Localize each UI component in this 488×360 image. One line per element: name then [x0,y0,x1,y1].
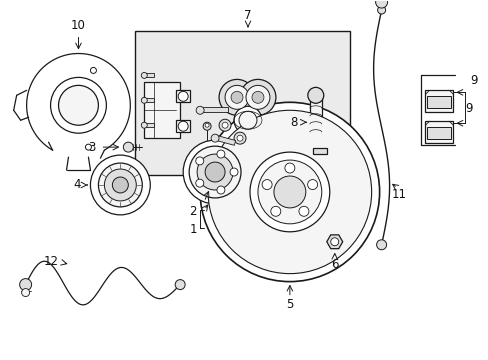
Text: 3: 3 [88,141,95,154]
Circle shape [112,177,128,193]
Bar [200,107,227,112]
Circle shape [376,240,386,250]
Text: 9: 9 [465,102,472,115]
Bar [135,31,349,175]
Circle shape [239,111,256,129]
Circle shape [234,132,245,144]
Circle shape [330,238,338,246]
Circle shape [230,91,243,103]
Circle shape [249,152,329,232]
Circle shape [141,122,147,128]
Circle shape [21,289,30,297]
Circle shape [178,91,188,101]
Bar [312,148,326,154]
Bar [176,90,190,102]
Bar [144,82,180,138]
Circle shape [245,85,269,109]
Circle shape [237,135,243,141]
Circle shape [183,140,246,204]
Text: 4: 4 [73,179,81,192]
Circle shape [270,206,280,216]
Circle shape [298,206,308,216]
Text: 2: 2 [189,205,197,219]
Bar [425,90,452,112]
Circle shape [307,180,317,190]
Text: 1: 1 [189,223,197,236]
Circle shape [285,163,294,173]
Circle shape [197,154,233,190]
Circle shape [90,67,96,73]
Circle shape [50,77,106,133]
Circle shape [178,121,188,131]
Bar [425,121,452,143]
Circle shape [141,97,147,103]
Bar [312,135,318,150]
Circle shape [208,110,371,274]
Circle shape [251,91,264,103]
Bar [309,95,321,137]
Bar [215,135,235,145]
Circle shape [20,279,32,291]
Circle shape [200,102,379,282]
Circle shape [258,160,321,224]
Circle shape [273,176,305,208]
Bar [176,120,190,132]
Circle shape [217,150,224,158]
Circle shape [375,0,387,8]
Circle shape [104,169,136,201]
Text: 8: 8 [290,116,297,129]
Text: 5: 5 [285,298,293,311]
Text: 10: 10 [71,19,86,32]
Circle shape [195,179,203,187]
Circle shape [203,122,211,130]
Bar [144,98,154,102]
Circle shape [175,280,185,289]
Text: 7: 7 [244,9,251,22]
Text: 12: 12 [43,255,59,268]
Circle shape [195,157,203,165]
Circle shape [211,134,219,142]
Bar [144,73,154,77]
Polygon shape [326,235,342,249]
Circle shape [204,162,224,182]
Circle shape [217,186,224,194]
Circle shape [377,6,385,14]
Circle shape [219,119,230,131]
Circle shape [219,80,254,115]
Bar [144,123,154,127]
Circle shape [234,106,262,134]
Circle shape [204,123,209,127]
Text: 11: 11 [391,188,406,202]
Circle shape [307,87,323,103]
Circle shape [240,80,275,115]
Circle shape [196,106,203,114]
Circle shape [222,122,227,128]
Circle shape [229,168,238,176]
Text: 9: 9 [469,74,477,87]
Circle shape [189,146,241,198]
Circle shape [90,155,150,215]
Circle shape [262,180,271,190]
Circle shape [85,144,91,150]
Bar [427,96,450,108]
Circle shape [98,163,142,207]
Circle shape [224,85,248,109]
Circle shape [123,142,133,152]
Bar [427,127,450,139]
Circle shape [59,85,98,125]
Text: 6: 6 [330,258,338,271]
Circle shape [141,72,147,78]
